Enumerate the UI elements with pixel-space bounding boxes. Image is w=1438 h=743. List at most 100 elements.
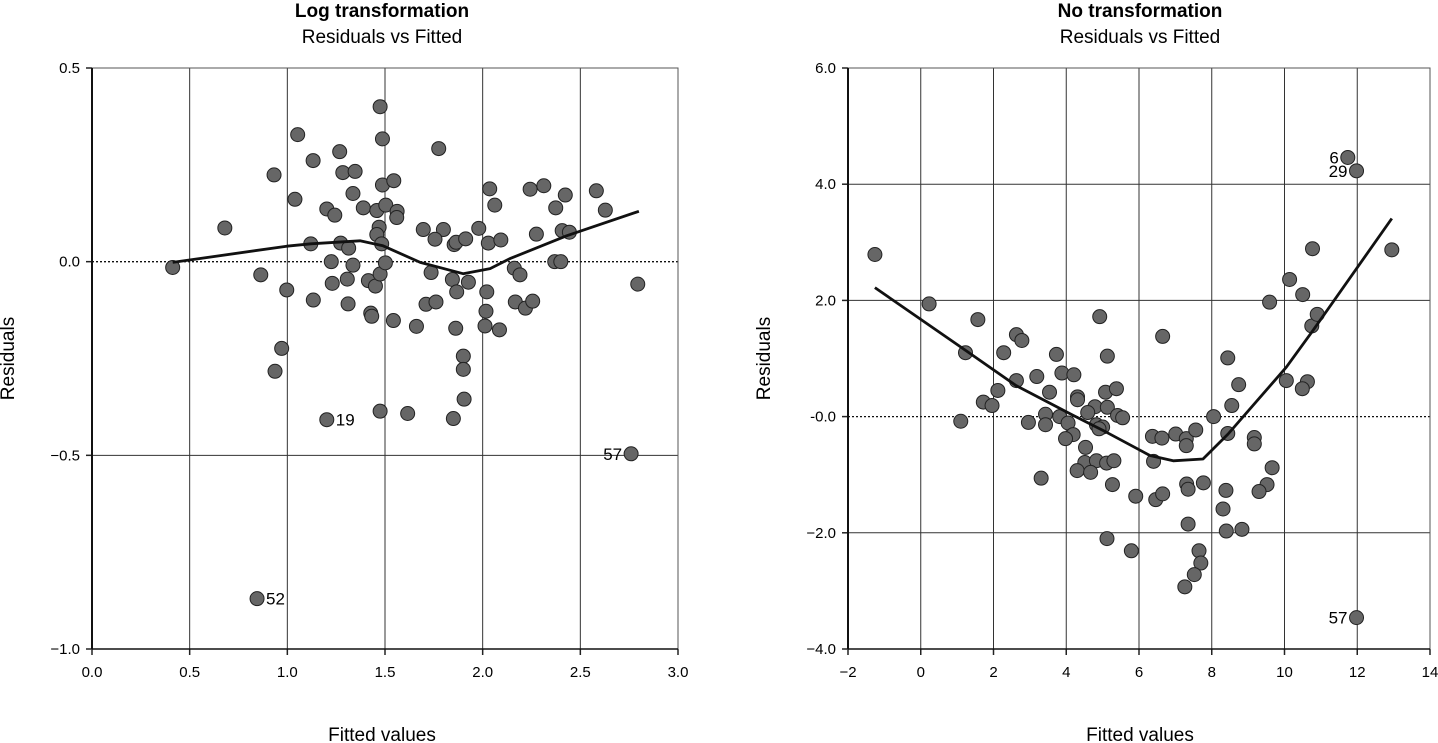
data-point [460,274,476,290]
data-point [279,282,295,298]
labeled-data-point [319,412,335,428]
x-tick-label: 12 [1349,664,1366,681]
y-axis-label: Residuals [754,317,775,400]
data-point [448,320,464,336]
y-tick-label: −4.0 [806,641,836,658]
data-point [990,382,1006,398]
chart-panel-1: Log transformation Residuals vs Fitted 0.0… [0,1,688,743]
data-point [427,231,443,247]
data-point [1099,399,1115,415]
data-point [478,303,494,319]
data-point [553,254,569,270]
data-point [323,254,339,270]
y-tick-label: −0.5 [50,447,80,464]
labeled-data-point [249,591,265,607]
data-point [1080,405,1096,421]
data-point [970,312,986,328]
y-axis-label: Residuals [0,317,19,400]
data-point [525,293,541,309]
data-point [477,318,493,334]
chart-title: No transformation [1058,1,1223,22]
chart-subtitle: Residuals vs Fitted [302,27,463,48]
x-tick-label: 6 [1135,664,1143,681]
data-point [347,163,363,179]
data-point [1099,531,1115,547]
data-point [287,191,303,207]
data-point [1014,332,1030,348]
data-point [493,232,509,248]
data-point [408,318,424,334]
data-point [377,255,393,271]
smoothed-trend-line [874,217,1393,463]
data-point [597,202,613,218]
y-tick-label: 4.0 [815,176,836,193]
data-point [389,210,405,226]
smoothed-trend-line [172,209,640,276]
x-axis-label: Fitted values [1086,725,1194,743]
data-point [996,345,1012,361]
data-point [1070,392,1086,408]
data-point [512,267,528,283]
y-tick-label: 0.5 [59,60,80,77]
data-point [305,292,321,308]
data-point [1262,294,1278,310]
point-label: 29 [1329,162,1348,181]
data-point [487,197,503,213]
data-point [1180,516,1196,532]
data-point [491,322,507,338]
data-point [372,99,388,115]
data-point [1186,567,1202,583]
data-point [557,187,573,203]
data-point [327,207,343,223]
data-point [217,220,233,236]
data-point [1038,417,1054,433]
x-tick-label: 2.5 [570,664,591,681]
data-point [340,296,356,312]
data-point [1215,501,1231,517]
data-point [867,247,883,263]
data-point [253,267,269,283]
labeled-data-point [623,446,639,462]
data-point [455,361,471,377]
data-point [267,363,283,379]
data-point [290,127,306,143]
data-point [364,308,380,324]
data-point [1282,271,1298,287]
data-point [630,276,646,292]
data-point [1020,414,1036,430]
data-point [431,141,447,157]
data-point [1155,486,1171,502]
data-point [1234,521,1250,537]
x-tick-label: 3.0 [668,664,689,681]
y-tick-label: 2.0 [815,292,836,309]
data-point [953,413,969,429]
data-point [1128,488,1144,504]
point-label: 57 [603,445,622,464]
data-point [274,340,290,356]
data-point [1294,381,1310,397]
data-point [1108,381,1124,397]
point-label: 6 [1329,148,1338,167]
data-point [1195,475,1211,491]
labeled-data-point [1349,163,1365,179]
data-point [341,240,357,256]
chart-panel-2: No transformation Residuals vs Fitted −2 0 2… [754,1,1438,743]
data-point [1251,484,1267,500]
data-point [536,178,552,194]
data-point [1188,422,1204,438]
data-point [482,181,498,197]
chart-title: Log transformation [295,1,469,22]
data-point [266,167,282,183]
data-point [374,131,390,147]
data-point [456,391,472,407]
data-point [522,181,538,197]
data-point [1178,438,1194,454]
data-point [400,406,416,422]
data-point [1069,463,1085,479]
chart-subtitle: Residuals vs Fitted [1060,27,1221,48]
data-point [528,226,544,242]
data-point [305,153,321,169]
x-tick-label: 0.5 [179,664,200,681]
data-point [372,403,388,419]
